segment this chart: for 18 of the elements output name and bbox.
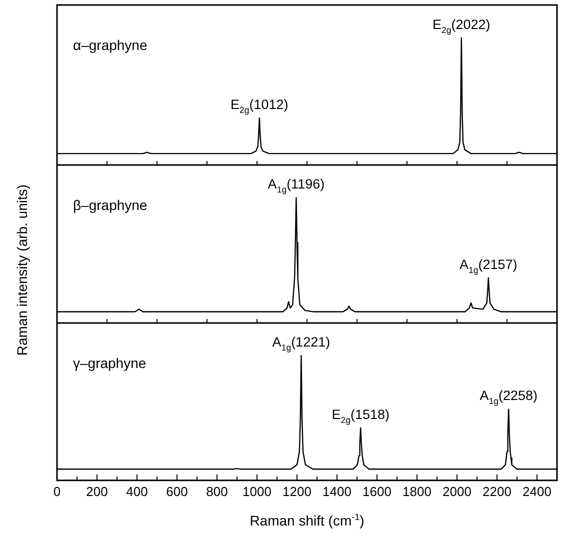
x-tick-label: 400 (126, 484, 148, 499)
x-tick-label: 0 (53, 484, 61, 499)
x-tick-label: 200 (86, 484, 108, 499)
x-axis-title: Raman shift (cm$^{-1}$) (250, 512, 364, 529)
x-tick-label: 2200 (482, 484, 512, 499)
annotation: β–graphyne (73, 197, 148, 213)
x-tick-label: 800 (206, 484, 228, 499)
x-tick-label: 1800 (402, 484, 432, 499)
x-tick-label: 1000 (242, 484, 272, 499)
x-tick-label: 2400 (522, 484, 552, 499)
annotation: γ–graphyne (73, 355, 146, 371)
x-tick-label: 2000 (442, 484, 472, 499)
annotation: α–graphyne (73, 37, 148, 53)
x-tick-label: 1200 (282, 484, 312, 499)
y-axis-title: Raman intensity (arb. units) (14, 184, 30, 356)
x-tick-label: 1600 (362, 484, 392, 499)
x-tick-label: 600 (166, 484, 188, 499)
x-tick-label: 1400 (322, 484, 352, 499)
